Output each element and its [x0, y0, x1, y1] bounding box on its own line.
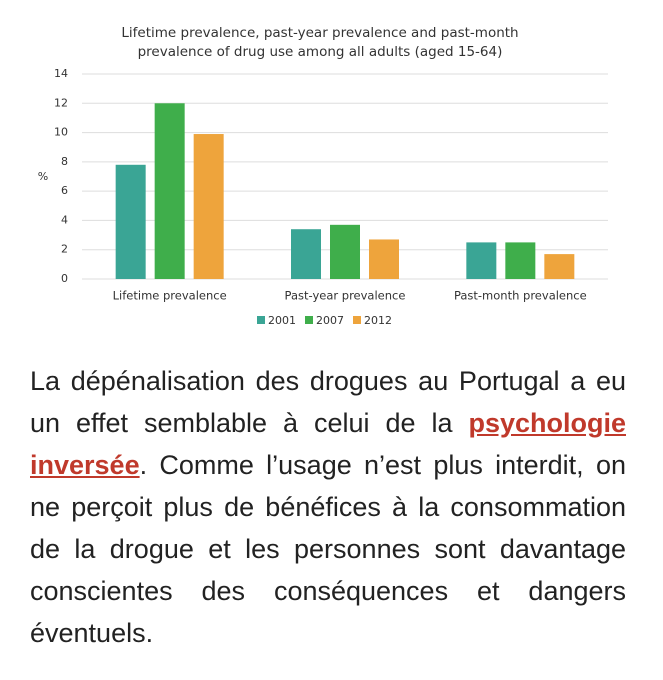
chart-title: Lifetime prevalence, past-year prevalenc… — [121, 25, 518, 41]
y-tick-label: 12 — [54, 96, 68, 109]
legend-label: 2012 — [364, 314, 392, 327]
chart: Lifetime prevalence, past-year prevalenc… — [38, 25, 608, 327]
x-tick-label: Lifetime prevalence — [113, 289, 227, 303]
y-tick-label: 4 — [61, 213, 68, 226]
bar — [544, 254, 575, 279]
y-tick-label: 8 — [61, 155, 68, 168]
y-tick-label: 0 — [61, 272, 68, 285]
bar — [193, 134, 224, 279]
y-tick-label: 10 — [54, 126, 68, 139]
bar — [466, 242, 497, 279]
y-tick-label: 14 — [54, 67, 68, 80]
x-tick-label: Past-year prevalence — [285, 289, 406, 303]
text: La dépénalisation des drogues au Portuga… — [30, 366, 626, 438]
text: . Comme l’usage n’est plus interdit, on … — [30, 450, 626, 648]
bar — [505, 242, 536, 279]
bar — [330, 224, 360, 279]
x-tick-label: Past-month prevalence — [454, 289, 587, 303]
legend-swatch — [257, 316, 265, 324]
legend-label: 2007 — [316, 314, 344, 327]
link[interactable]: psychologie inversée — [30, 408, 626, 480]
legend-swatch — [353, 316, 361, 324]
y-axis-label: % — [38, 170, 48, 183]
legend-label: 2001 — [268, 314, 296, 327]
y-tick-label: 6 — [61, 184, 68, 197]
y-tick-label: 2 — [61, 243, 68, 256]
bar — [291, 229, 321, 279]
article-text: La dépénalisation des drogues au Portuga… — [30, 360, 626, 654]
legend-swatch — [305, 316, 313, 324]
bar — [369, 239, 399, 279]
chart-title: prevalence of drug use among all adults … — [138, 44, 503, 60]
bar — [154, 103, 185, 280]
bar — [115, 164, 146, 279]
